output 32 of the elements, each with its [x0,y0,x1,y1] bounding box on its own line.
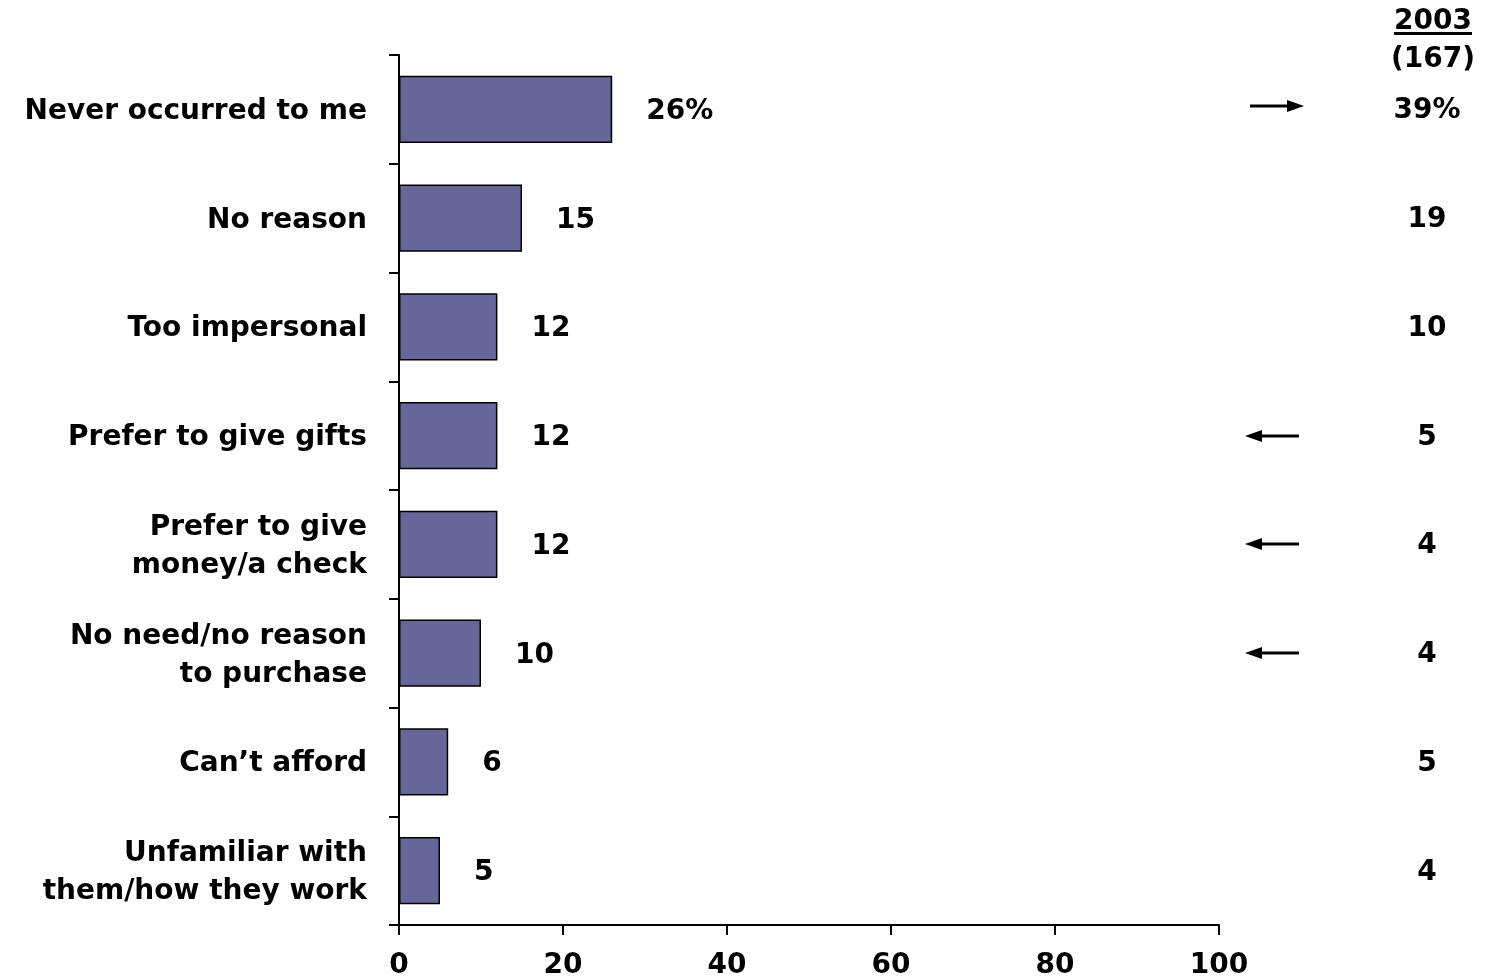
data-label: 6 [482,745,502,779]
y-tick-label: Never occurred to me [24,92,367,126]
text: 4 [1417,853,1437,887]
data-label: 12 [531,419,571,453]
data-label: 15 [556,201,595,235]
text: 5 [1417,744,1437,778]
data-label: 12 [531,527,571,561]
text: 5 [1417,418,1437,452]
data-label: 10 [515,636,554,670]
y-tick-label: Prefer to give gifts [68,419,367,453]
text: 4 [1417,636,1437,670]
x-tick-label: 20 [543,946,583,979]
x-tick-label: 40 [707,946,747,979]
x-tick-label: 0 [389,946,409,979]
y-tick-label: No reason [207,201,367,235]
y-tick-label: Can’t afford [179,745,367,779]
x-tick-label: 100 [1189,946,1249,979]
text: 39% [1393,92,1461,126]
data-label: 12 [531,310,571,344]
text: 2003 [1394,3,1472,36]
text: 10 [1407,309,1447,343]
y-tick-label: Too impersonal [127,310,367,344]
y-tick-label: Prefer to give money/a check [131,508,369,580]
y-tick-label: No need/no reason to purchase [69,617,367,689]
text: (167) [1390,41,1476,74]
data-label: 5 [474,854,494,888]
text: 19 [1407,201,1447,235]
x-tick-label: 80 [1035,946,1075,979]
text: 4 [1417,527,1437,561]
data-label: 26% [646,92,714,126]
y-tick-label: Unfamiliar with them/how they work [42,835,369,907]
x-tick-label: 60 [871,946,911,979]
